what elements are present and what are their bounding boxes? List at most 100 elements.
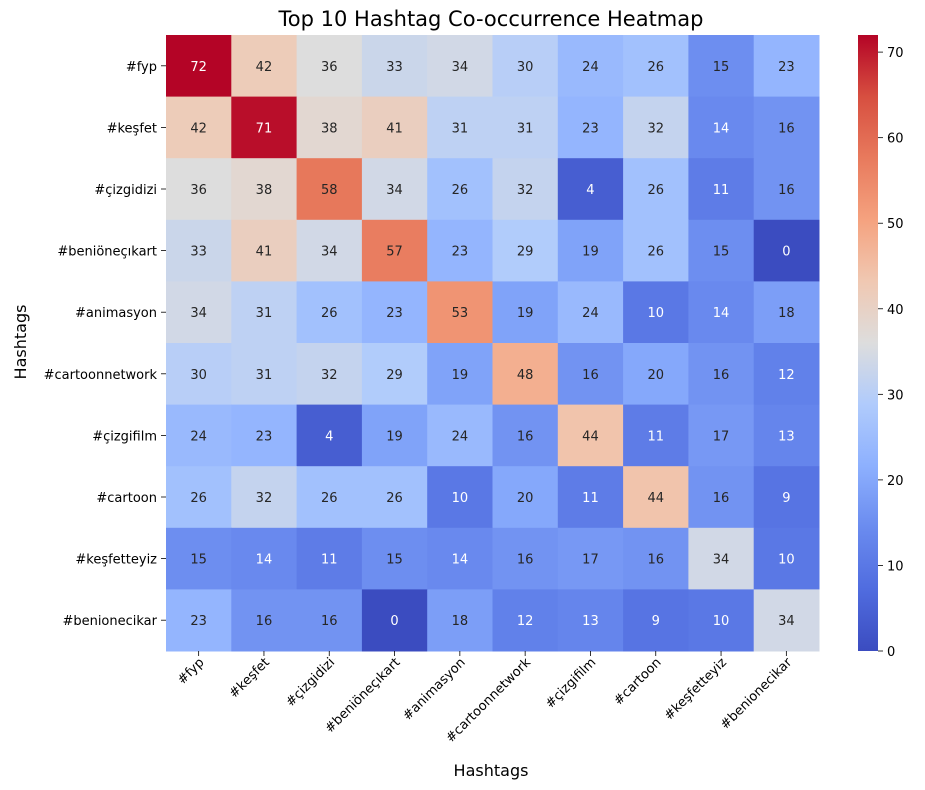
- heatmap-cell: [753, 96, 820, 159]
- cell-value-label: 42: [256, 60, 273, 75]
- heatmap-cell: [492, 589, 559, 652]
- y-tick-label: #cartoon: [96, 491, 157, 506]
- heatmap-cell: [688, 281, 755, 344]
- heatmap-cell: [623, 589, 689, 652]
- cell-value-label: 16: [256, 614, 273, 629]
- heatmap-cell: [623, 281, 689, 344]
- heatmap-cell: [427, 466, 493, 529]
- cell-value-label: 18: [778, 306, 795, 321]
- heatmap-cell: [753, 281, 820, 344]
- heatmap-cell: [492, 343, 559, 406]
- heatmap-cell: [166, 96, 232, 159]
- heatmap-cell: [231, 35, 298, 98]
- heatmap-cell: [753, 35, 820, 98]
- heatmap-cell: [557, 96, 624, 159]
- heatmap-cell: [557, 466, 624, 529]
- cell-value-label: 36: [190, 183, 207, 198]
- heatmap-cell: [231, 527, 298, 590]
- heatmap-cell: [557, 158, 624, 221]
- x-tick-label: #cartoon: [611, 655, 664, 708]
- heatmap-cell: [427, 589, 493, 652]
- heatmap-cell: [427, 96, 493, 159]
- heatmap-cell: [557, 404, 624, 467]
- chart-title: Top 10 Hashtag Co-occurrence Heatmap: [278, 7, 704, 31]
- x-tick-label: #keşfetteyiz: [662, 655, 730, 723]
- cell-value-label: 41: [256, 245, 273, 260]
- cell-value-label: 34: [452, 60, 469, 75]
- heatmap-cell: [492, 219, 559, 282]
- heatmap-cell: [361, 404, 428, 467]
- cell-value-label: 44: [582, 429, 599, 444]
- colorbar-tick-label: 20: [887, 474, 904, 489]
- cell-value-label: 11: [713, 183, 730, 198]
- heatmap-cell: [557, 219, 624, 282]
- heatmap-cell: [688, 466, 755, 529]
- cell-value-label: 14: [452, 553, 469, 568]
- cell-value-label: 10: [647, 306, 664, 321]
- x-tick-label: #keşfet: [227, 655, 273, 701]
- heatmap-cell: [296, 404, 363, 467]
- cell-value-label: 14: [713, 121, 730, 136]
- cell-value-label: 19: [582, 245, 599, 260]
- cell-value-label: 26: [321, 491, 338, 506]
- cell-value-label: 16: [778, 183, 795, 198]
- heatmap-cell: [623, 527, 689, 590]
- cell-value-label: 38: [256, 183, 273, 198]
- cell-value-label: 38: [321, 121, 338, 136]
- cell-value-label: 0: [782, 245, 790, 260]
- colorbar-tick-label: 60: [887, 132, 904, 147]
- heatmap-cell: [166, 281, 232, 344]
- y-axis-label: Hashtags: [11, 305, 30, 380]
- cell-value-label: 34: [713, 553, 730, 568]
- cell-value-label: 9: [782, 491, 790, 506]
- cell-value-label: 32: [321, 368, 338, 383]
- heatmap-cell: [166, 527, 232, 590]
- cell-value-label: 19: [517, 306, 534, 321]
- cell-value-label: 41: [386, 121, 403, 136]
- cell-value-label: 72: [190, 60, 207, 75]
- y-tick-label: #keşfetteyiz: [75, 553, 157, 568]
- cell-value-label: 23: [582, 121, 599, 136]
- colorbar-tick-label: 0: [887, 645, 895, 660]
- cell-value-label: 33: [190, 245, 207, 260]
- cell-value-label: 15: [386, 553, 403, 568]
- colorbar-tick-label: 40: [887, 303, 904, 318]
- heatmap-cell: [296, 343, 363, 406]
- heatmap-cell: [231, 96, 298, 159]
- cell-value-label: 30: [517, 60, 534, 75]
- cell-value-label: 26: [647, 60, 664, 75]
- x-tick-label: #çizgifilm: [543, 655, 599, 711]
- cell-value-label: 18: [452, 614, 469, 629]
- cell-value-label: 0: [390, 614, 398, 629]
- x-tick-labels: #fyp #keşfet #çizgidizi#beniöneçıkart#anim…: [175, 651, 796, 746]
- heatmap-cell: [231, 589, 298, 652]
- cell-value-label: 16: [713, 368, 730, 383]
- cell-value-label: 32: [517, 183, 534, 198]
- heatmap-cell: [361, 466, 428, 529]
- colorbar-ticks: 0 10 20 30 40 50 60 70: [878, 46, 904, 660]
- cell-value-label: 9: [652, 614, 660, 629]
- cell-value-label: 58: [321, 183, 338, 198]
- cell-value-label: 26: [647, 183, 664, 198]
- heatmap-cell: [688, 219, 755, 282]
- cell-value-label: 11: [647, 429, 664, 444]
- y-tick-label: #animasyon: [75, 306, 157, 321]
- heatmap-cell: [166, 35, 232, 98]
- cell-value-label: 4: [586, 183, 594, 198]
- cell-value-label: 31: [517, 121, 534, 136]
- cell-value-label: 30: [190, 368, 207, 383]
- heatmap-cell: [753, 343, 820, 406]
- cell-value-label: 17: [582, 553, 599, 568]
- heatmap-cell: [296, 281, 363, 344]
- cell-value-label: 31: [452, 121, 469, 136]
- cell-value-label: 34: [321, 245, 338, 260]
- heatmap-cell: [427, 35, 493, 98]
- cell-value-label: 71: [256, 121, 273, 136]
- cell-value-label: 29: [386, 368, 403, 383]
- heatmap-cell: [623, 219, 689, 282]
- cell-value-label: 16: [517, 429, 534, 444]
- colorbar: [858, 35, 878, 651]
- heatmap-cell: [688, 404, 755, 467]
- heatmap-cell: [361, 35, 428, 98]
